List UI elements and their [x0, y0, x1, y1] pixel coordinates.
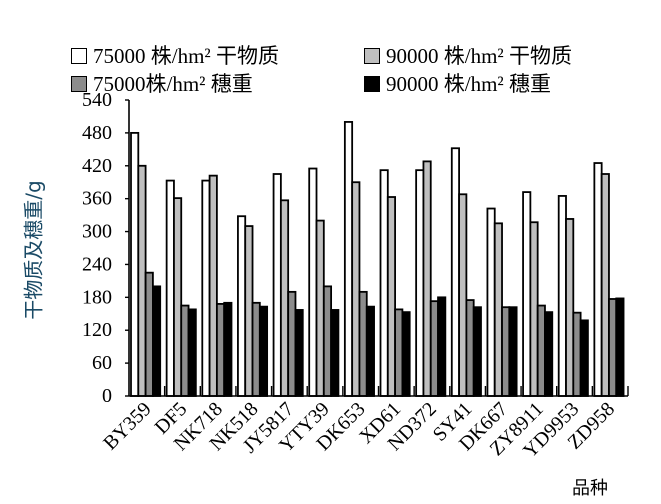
bar-dk667-s3: [508, 306, 518, 397]
bar-yd9953-s0: [557, 195, 567, 397]
bar-nk718-s0: [201, 179, 211, 397]
y-tick-label-420: 420: [82, 155, 112, 177]
bar-df5-s3: [187, 308, 197, 397]
bar-jy5817-s0: [272, 173, 282, 397]
bar-xd61-s0: [379, 169, 389, 397]
legend-label-0: 75000 株/hm² 干物质: [93, 44, 279, 68]
bar-df5-s1: [173, 197, 183, 397]
legend-item-2: 75000株/hm² 穗重: [71, 68, 253, 98]
legend-item-3: 90000 株/hm² 穗重: [364, 68, 551, 98]
bar-dk653-s2: [358, 290, 368, 397]
y-tick-label-540: 540: [82, 89, 112, 111]
bar-zy8911-s2: [536, 304, 546, 397]
bar-jy5817-s3: [294, 309, 304, 397]
bar-nk518-s1: [244, 225, 254, 397]
y-axis-label: 干物质及穗重/g: [21, 180, 46, 320]
bar-yty39-s0: [308, 167, 318, 397]
legend-label-2: 75000株/hm² 穗重: [93, 72, 253, 96]
bar-sy41-s0: [450, 147, 460, 397]
bar-zy8911-s1: [529, 221, 539, 397]
bar-dk667-s2: [501, 306, 511, 397]
bar-yd9953-s1: [565, 218, 575, 397]
legend-label-1: 90000 株/hm² 干物质: [386, 44, 572, 68]
bar-yty39-s3: [330, 309, 340, 397]
bar-zd958-s1: [600, 173, 610, 397]
bar-dk667-s0: [486, 207, 496, 397]
y-tick-label-120: 120: [82, 319, 112, 341]
bar-nk718-s1: [208, 174, 218, 397]
bar-xd61-s3: [401, 311, 411, 397]
bar-df5-s2: [180, 304, 190, 397]
legend-swatch-2: [71, 76, 87, 92]
bar-zd958-s0: [593, 162, 603, 397]
y-tick-label-300: 300: [82, 221, 112, 243]
x-axis-label: 品种: [572, 478, 608, 499]
y-tick-label-60: 60: [92, 352, 112, 374]
bar-nd372-s0: [415, 169, 425, 397]
bar-nd372-s2: [429, 300, 439, 397]
bar-sy41-s2: [465, 299, 475, 397]
bar-by359-s2: [144, 271, 154, 397]
bar-dk667-s1: [493, 222, 503, 397]
bar-nk518-s2: [251, 301, 261, 397]
bar-yty39-s2: [322, 285, 333, 397]
y-tick-label-360: 360: [82, 188, 112, 210]
legend-item-1: 90000 株/hm² 干物质: [364, 40, 572, 70]
bar-nk518-s0: [237, 215, 247, 397]
y-tick-label-480: 480: [82, 122, 112, 144]
bar-by359-s0: [130, 131, 140, 397]
bar-dk653-s0: [343, 121, 354, 397]
legend-swatch-3: [364, 76, 380, 92]
bar-yty39-s1: [315, 219, 325, 397]
bar-sy41-s3: [472, 306, 482, 397]
legend-swatch-0: [71, 48, 87, 64]
bar-dk653-s1: [351, 181, 361, 397]
bar-jy5817-s1: [279, 199, 290, 397]
bar-zy8911-s0: [522, 191, 532, 397]
legend-item-0: 75000 株/hm² 干物质: [71, 40, 279, 70]
bar-zd958-s2: [608, 298, 618, 397]
bar-yd9953-s3: [579, 319, 589, 397]
bar-df5-s0: [165, 179, 175, 397]
bar-nd372-s1: [422, 160, 432, 397]
y-tick-label-0: 0: [102, 385, 112, 407]
y-tick-label-180: 180: [82, 286, 112, 308]
bar-zy8911-s3: [544, 311, 554, 397]
bar-dk653-s3: [365, 305, 375, 397]
bar-xd61-s1: [386, 196, 396, 397]
bar-yd9953-s2: [572, 311, 582, 397]
bar-nk518-s3: [258, 305, 269, 397]
bar-nk718-s2: [215, 303, 226, 397]
y-tick-label-240: 240: [82, 253, 112, 275]
bar-sy41-s1: [458, 193, 468, 397]
bar-jy5817-s2: [287, 290, 297, 397]
bar-nk718-s3: [223, 301, 233, 397]
bar-zd958-s3: [615, 297, 625, 397]
bar-by359-s3: [151, 285, 162, 397]
bar-nd372-s3: [437, 296, 447, 397]
bar-xd61-s2: [394, 308, 404, 397]
legend-swatch-1: [364, 48, 380, 64]
bar-by359-s1: [137, 164, 147, 397]
legend-label-3: 90000 株/hm² 穗重: [386, 72, 551, 96]
